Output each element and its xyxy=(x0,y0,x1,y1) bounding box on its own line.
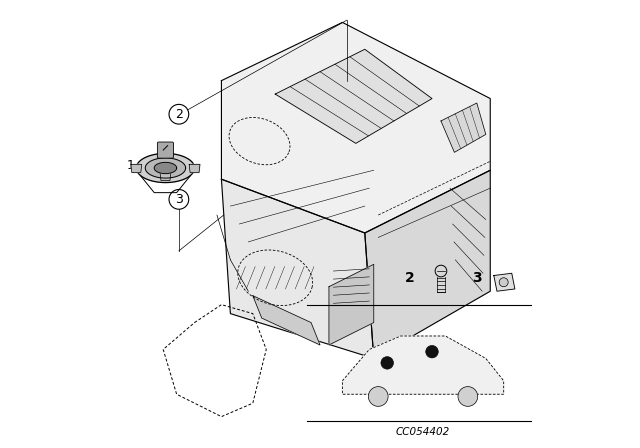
FancyBboxPatch shape xyxy=(157,142,173,158)
Polygon shape xyxy=(365,170,490,358)
Polygon shape xyxy=(189,164,200,172)
Text: 2: 2 xyxy=(175,108,183,121)
Text: 3: 3 xyxy=(175,193,183,206)
Polygon shape xyxy=(329,264,374,345)
Polygon shape xyxy=(275,49,432,143)
Text: CC054402: CC054402 xyxy=(396,427,450,437)
Text: 3: 3 xyxy=(472,271,482,285)
Polygon shape xyxy=(221,22,490,233)
Circle shape xyxy=(369,387,388,406)
Polygon shape xyxy=(441,103,486,152)
Polygon shape xyxy=(253,296,320,345)
Polygon shape xyxy=(145,158,186,178)
Polygon shape xyxy=(154,163,177,173)
Polygon shape xyxy=(160,172,171,181)
Polygon shape xyxy=(131,164,141,172)
Circle shape xyxy=(458,387,477,406)
Polygon shape xyxy=(136,154,195,182)
Polygon shape xyxy=(342,336,504,394)
Polygon shape xyxy=(494,273,515,291)
Polygon shape xyxy=(221,179,374,358)
Circle shape xyxy=(381,357,394,369)
Text: 1: 1 xyxy=(126,159,134,172)
Circle shape xyxy=(426,345,438,358)
Circle shape xyxy=(499,278,508,287)
Text: 2: 2 xyxy=(404,271,415,285)
